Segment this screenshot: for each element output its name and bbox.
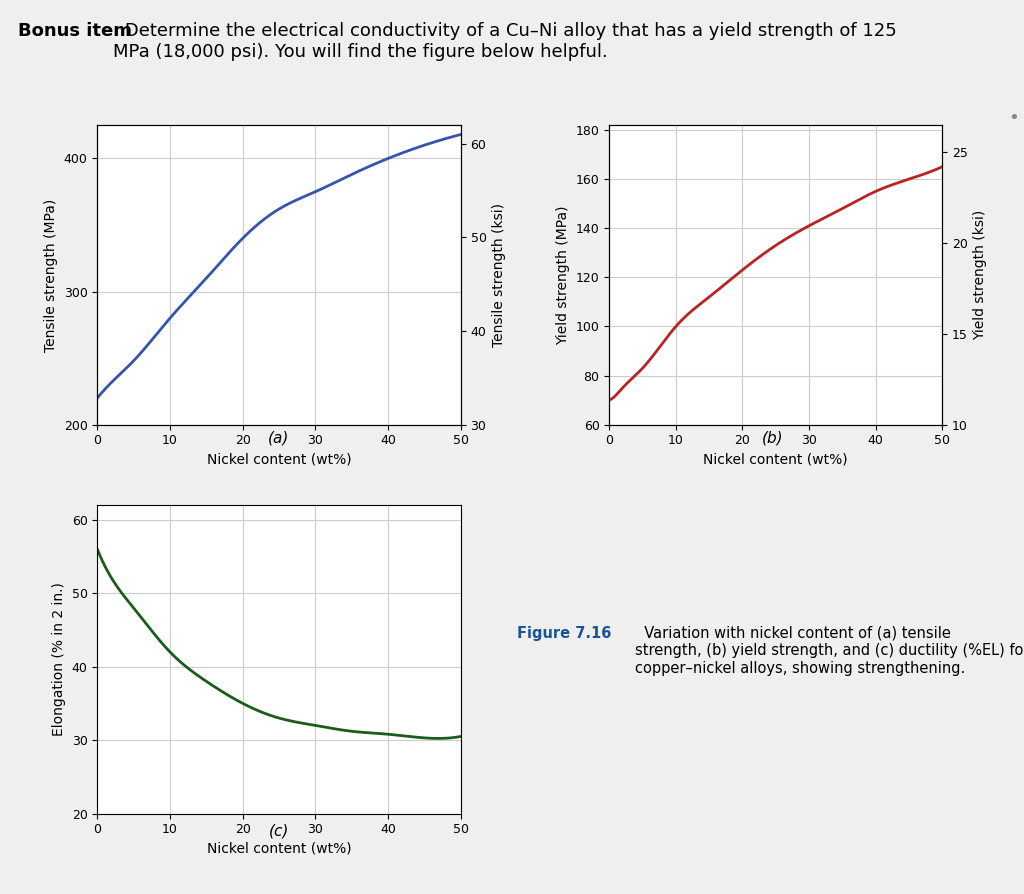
Text: (b): (b) [762,431,784,445]
Text: : Determine the electrical conductivity of a Cu–Ni alloy that has a yield streng: : Determine the electrical conductivity … [113,22,896,61]
Y-axis label: Tensile strength (ksi): Tensile strength (ksi) [493,203,506,347]
X-axis label: Nickel content (wt%): Nickel content (wt%) [207,842,351,856]
X-axis label: Nickel content (wt%): Nickel content (wt%) [703,453,848,467]
Text: Bonus item: Bonus item [18,22,132,40]
X-axis label: Nickel content (wt%): Nickel content (wt%) [207,453,351,467]
Text: (a): (a) [268,431,289,445]
Text: •: • [1009,109,1019,127]
Y-axis label: Tensile strength (MPa): Tensile strength (MPa) [44,198,58,351]
Y-axis label: Yield strength (MPa): Yield strength (MPa) [556,205,570,345]
Y-axis label: Yield strength (ksi): Yield strength (ksi) [973,210,987,340]
Text: Figure 7.16: Figure 7.16 [517,626,611,641]
Text: (c): (c) [268,824,289,839]
Y-axis label: Elongation (% in 2 in.): Elongation (% in 2 in.) [52,582,66,737]
Text: Variation with nickel content of (a) tensile
strength, (b) yield strength, and (: Variation with nickel content of (a) ten… [635,626,1024,676]
